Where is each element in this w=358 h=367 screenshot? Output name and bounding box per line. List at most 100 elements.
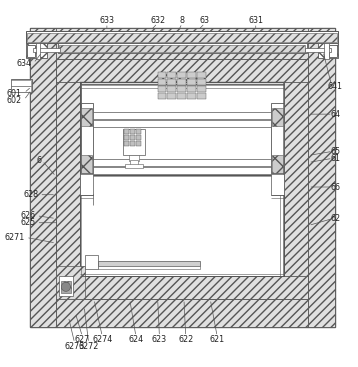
Bar: [98, 266, 200, 269]
Bar: [80, 82, 285, 83]
Bar: [197, 72, 205, 79]
Bar: [158, 87, 166, 92]
Bar: [30, 299, 334, 327]
Bar: [124, 135, 129, 140]
Bar: [158, 80, 166, 86]
Bar: [136, 129, 141, 134]
Bar: [81, 108, 92, 126]
Text: 631: 631: [248, 16, 263, 25]
Text: 66: 66: [330, 182, 340, 192]
Bar: [81, 103, 93, 173]
Bar: [197, 94, 205, 99]
Text: 626: 626: [21, 211, 36, 220]
Bar: [177, 72, 186, 79]
Bar: [305, 48, 331, 52]
Bar: [158, 94, 166, 99]
Bar: [271, 103, 284, 173]
Bar: [130, 129, 135, 134]
Bar: [30, 28, 334, 327]
Bar: [130, 141, 135, 146]
Bar: [130, 160, 138, 165]
Bar: [271, 174, 285, 195]
Bar: [285, 59, 308, 299]
Bar: [27, 45, 35, 57]
Bar: [124, 129, 129, 134]
Bar: [56, 299, 308, 327]
Bar: [85, 255, 98, 269]
Bar: [168, 72, 176, 79]
Bar: [308, 28, 334, 327]
Bar: [26, 43, 47, 58]
Text: 64: 64: [330, 110, 340, 119]
Text: 63: 63: [200, 16, 210, 25]
Bar: [324, 43, 329, 59]
Bar: [187, 94, 196, 99]
Bar: [272, 156, 283, 173]
Bar: [125, 164, 143, 168]
Bar: [177, 94, 186, 99]
Bar: [11, 86, 31, 92]
Bar: [81, 82, 284, 126]
Bar: [56, 266, 85, 299]
Bar: [36, 43, 40, 59]
Bar: [80, 174, 93, 195]
Bar: [93, 167, 271, 174]
Text: 627: 627: [75, 335, 90, 344]
Bar: [318, 43, 338, 58]
Text: 602: 602: [7, 96, 22, 105]
Text: 621: 621: [210, 335, 225, 344]
Bar: [98, 261, 200, 266]
Bar: [177, 80, 186, 86]
Bar: [168, 80, 176, 86]
Text: 6271: 6271: [4, 233, 25, 242]
Circle shape: [61, 282, 71, 291]
Text: 628: 628: [24, 190, 39, 199]
Bar: [136, 141, 141, 146]
Bar: [187, 87, 196, 92]
Bar: [272, 108, 283, 126]
Bar: [59, 276, 73, 295]
Bar: [81, 156, 92, 173]
Text: 633: 633: [100, 16, 115, 25]
Bar: [124, 141, 129, 146]
Text: 62: 62: [330, 214, 341, 223]
Bar: [56, 59, 80, 299]
Bar: [56, 59, 308, 82]
Text: 6273: 6273: [64, 342, 85, 350]
Text: 61: 61: [330, 154, 340, 163]
Bar: [129, 155, 140, 161]
Bar: [30, 28, 56, 327]
Bar: [187, 80, 196, 86]
Bar: [93, 112, 271, 119]
Bar: [187, 72, 196, 79]
Text: 6274: 6274: [92, 335, 112, 344]
Bar: [11, 80, 31, 86]
Bar: [93, 159, 271, 166]
Bar: [93, 120, 271, 127]
Text: 6: 6: [37, 156, 42, 165]
Bar: [136, 135, 141, 140]
Bar: [197, 87, 205, 92]
Text: 624: 624: [129, 335, 144, 344]
Text: 622: 622: [178, 335, 193, 344]
Text: 634: 634: [16, 59, 32, 68]
Bar: [61, 280, 71, 293]
Text: 65: 65: [330, 147, 341, 156]
Text: 625: 625: [20, 218, 36, 227]
Text: 601: 601: [7, 89, 22, 98]
Bar: [59, 45, 305, 52]
Bar: [26, 31, 338, 43]
Bar: [58, 43, 306, 53]
Bar: [123, 129, 145, 156]
Bar: [130, 135, 135, 140]
Text: 6272: 6272: [78, 342, 99, 350]
Bar: [168, 87, 176, 92]
Text: 623: 623: [152, 335, 167, 344]
Bar: [158, 72, 166, 79]
Bar: [56, 276, 308, 299]
Bar: [177, 87, 186, 92]
Text: 8: 8: [180, 16, 185, 25]
Bar: [80, 175, 285, 276]
Text: 641: 641: [327, 81, 342, 91]
Bar: [27, 33, 337, 42]
